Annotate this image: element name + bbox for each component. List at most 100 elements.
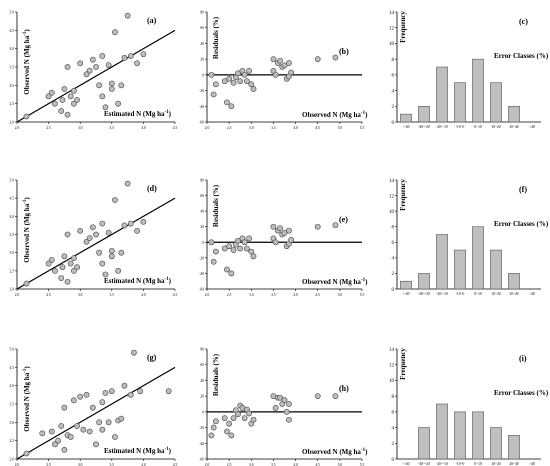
x-tick-label: 4.0 bbox=[293, 293, 298, 297]
data-point bbox=[48, 89, 55, 96]
y-tick-label: 40 bbox=[200, 42, 204, 46]
y-tick-label: 14 bbox=[389, 11, 395, 16]
panel-g: 2.0 2.5 3.0 3.5 4.0 4.5 2.0 2.5 3.0 3.5 4.0 4.5 5.0 O… bbox=[10, 348, 178, 466]
data-point bbox=[115, 100, 122, 107]
data-point bbox=[277, 57, 283, 64]
data-point bbox=[45, 93, 52, 100]
data-point bbox=[121, 382, 128, 389]
data-point bbox=[99, 53, 106, 59]
data-point bbox=[74, 264, 80, 271]
x-tick-label: 2.0 bbox=[205, 463, 210, 466]
x-tick-label: 3.0 bbox=[249, 463, 254, 466]
bar bbox=[454, 411, 466, 460]
data-point bbox=[221, 78, 228, 85]
data-point bbox=[314, 393, 321, 400]
data-point bbox=[83, 71, 90, 78]
data-point bbox=[112, 29, 118, 36]
data-point bbox=[243, 245, 250, 252]
data-point bbox=[108, 247, 115, 254]
y-tick-label: 8 bbox=[392, 58, 395, 63]
data-point bbox=[99, 93, 106, 100]
data-point bbox=[99, 260, 106, 267]
y-tick-label: 4 bbox=[392, 257, 395, 262]
bar bbox=[436, 66, 448, 123]
data-point bbox=[221, 245, 228, 252]
data-point bbox=[210, 91, 217, 98]
bar bbox=[436, 234, 448, 290]
data-point bbox=[127, 53, 134, 59]
data-point bbox=[105, 229, 112, 236]
y-tick-label: 3.0 bbox=[10, 251, 15, 255]
y-tick-label: 2 bbox=[392, 442, 395, 447]
panel-label: (f) bbox=[519, 185, 527, 194]
x-tick-label: 2.5 bbox=[227, 293, 232, 297]
one-to-one-line bbox=[16, 197, 176, 290]
bar bbox=[472, 411, 484, 460]
data-point bbox=[58, 275, 65, 281]
y-tick-label: 40 bbox=[200, 379, 204, 383]
bar bbox=[454, 82, 466, 123]
x-tick-label: 4.5 bbox=[173, 293, 178, 297]
data-point bbox=[89, 56, 96, 63]
x-tick-label: 2.5 bbox=[46, 126, 51, 130]
data-point bbox=[237, 245, 244, 252]
data-point bbox=[23, 280, 30, 287]
x-tick-label: 4.5 bbox=[315, 126, 320, 130]
data-point bbox=[241, 239, 248, 246]
data-point bbox=[235, 70, 241, 77]
y-tick-label: 20 bbox=[200, 58, 204, 62]
data-point bbox=[83, 391, 90, 398]
x-tick-label: >40 bbox=[529, 462, 535, 466]
data-point bbox=[228, 432, 235, 439]
x-tick-label: 2.0 bbox=[15, 293, 20, 297]
data-point bbox=[70, 397, 77, 404]
x-tick-label: 4.0 bbox=[141, 126, 146, 130]
y-tick-label: 12 bbox=[389, 364, 395, 369]
y-tick-label: 4 bbox=[392, 89, 395, 94]
panel-d: 2.0 2.5 3.0 3.5 4.0 4.5 2.0 2.5 3.0 3.5 4.0 4.5 5.0 O… bbox=[10, 179, 178, 298]
x-tick-label: 0~10 bbox=[474, 292, 482, 296]
x-tick-label: -40~-20 bbox=[418, 292, 430, 296]
bar bbox=[454, 249, 466, 290]
bar bbox=[490, 82, 502, 123]
y-tick-label: 4.0 bbox=[10, 215, 15, 219]
x-tick-label: 5.0 bbox=[338, 293, 343, 297]
data-point bbox=[134, 227, 140, 234]
data-point bbox=[115, 267, 122, 274]
data-point bbox=[83, 238, 90, 245]
data-point bbox=[74, 423, 80, 429]
panel-label: (b) bbox=[339, 47, 349, 56]
x-tick-label: 3.5 bbox=[271, 126, 276, 130]
x-tick-label: 5.5 bbox=[360, 126, 365, 130]
x-tick-label: >40 bbox=[529, 125, 535, 129]
y-tick-label: 6 bbox=[392, 74, 395, 79]
panel-i: 0 2 4 6 8 10 12 14 <-40 -40~-20 -20~-10 -10~0 0~10 10… bbox=[389, 348, 549, 466]
data-point bbox=[121, 54, 128, 61]
y-tick-label: 10 bbox=[389, 210, 395, 215]
x-tick-label: 5.5 bbox=[360, 463, 365, 466]
y-tick-label: -40 bbox=[199, 105, 204, 109]
data-point bbox=[165, 388, 172, 395]
data-point bbox=[226, 420, 233, 427]
error-classes-annotation: Error Classes (%) bbox=[494, 52, 549, 60]
panel-c: 0 2 4 6 8 10 12 14 <-40 -40~-20 -20~-10 -10~0 0~10 10… bbox=[389, 11, 549, 129]
x-tick-label: 2.5 bbox=[227, 126, 232, 130]
data-point bbox=[102, 271, 109, 278]
y-tick-label: 60 bbox=[200, 363, 204, 367]
panel-label: (i) bbox=[519, 354, 527, 363]
data-point bbox=[108, 80, 115, 87]
x-tick-label: 3.5 bbox=[271, 293, 276, 297]
x-tick-label: 3.0 bbox=[78, 293, 83, 297]
data-point bbox=[61, 446, 68, 453]
data-point bbox=[118, 415, 125, 422]
bar bbox=[418, 427, 430, 460]
data-point bbox=[70, 255, 77, 262]
bar bbox=[418, 105, 430, 123]
data-point bbox=[250, 416, 257, 423]
y-tick-label: 2.0 bbox=[10, 458, 15, 462]
data-point bbox=[102, 390, 109, 396]
error-classes-annotation: Error Classes (%) bbox=[494, 389, 549, 397]
data-point bbox=[64, 111, 71, 118]
y-tick-label: -60 bbox=[199, 121, 204, 125]
